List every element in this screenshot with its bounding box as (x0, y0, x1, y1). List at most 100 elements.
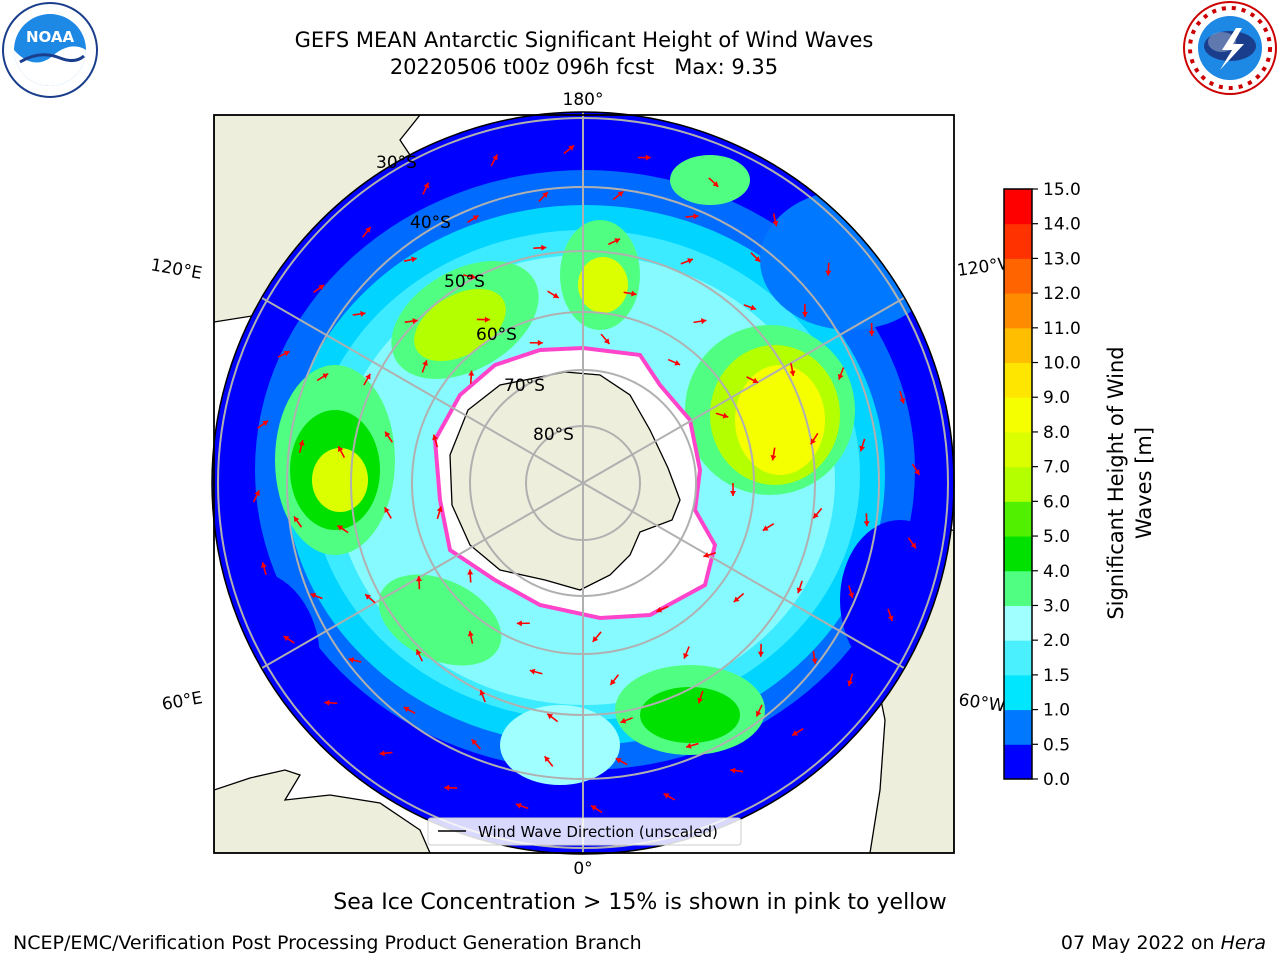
wave-direction-arrowhead (770, 454, 777, 461)
wave-direction-arrowhead (656, 606, 663, 613)
wave-direction-arrowhead (801, 311, 808, 318)
sea-ice-note: Sea Ice Concentration > 15% is shown in … (333, 890, 947, 915)
machine-name: Hera (1220, 932, 1266, 954)
colorbar: 0.0 0.5 1.0 1.5 2.0 3.0 4.0 5.0 6.0 7.0 8.0 9.0 10.0… (1003, 180, 1081, 790)
wave-direction-arrowhead (298, 440, 305, 446)
wave-direction-arrowhead (610, 679, 616, 685)
lat-label-40s: 40°S (410, 213, 451, 233)
wave-direction-arrowhead (603, 338, 610, 345)
colorbar-tick-label: 0.0 (1043, 770, 1070, 790)
colorbar-segment (1004, 640, 1032, 676)
wave-direction-arrowhead (730, 767, 736, 774)
wave-direction-arrowhead (416, 649, 422, 656)
wave-direction-arrowhead (810, 438, 816, 445)
colorbar-tick-label: 12.0 (1043, 284, 1081, 304)
wave-direction-arrowhead (471, 739, 478, 746)
wave-direction-arrowhead (384, 507, 390, 514)
wave-direction-arrowhead (422, 360, 428, 366)
wave-direction-arrowhead (848, 592, 855, 599)
wave-direction-arrowhead (468, 370, 475, 376)
colorbar-tick-label: 1.5 (1043, 666, 1070, 686)
legend-label: Wind Wave Direction (unscaled) (478, 823, 718, 841)
wave-direction-arrowhead (365, 226, 371, 233)
lon-label-60e: 60°E (160, 688, 204, 715)
antarctica (432, 345, 718, 621)
lat-label-30s: 30°S (376, 153, 417, 173)
colorbar-tick-label: 8.0 (1043, 423, 1070, 443)
wave-direction-arrowhead (674, 360, 681, 366)
colorbar-segment (1004, 466, 1032, 502)
wave-direction-arrowhead (348, 657, 355, 664)
wave-direction-arrowhead (733, 596, 740, 602)
wave-direction-arrowhead (730, 491, 736, 496)
wave-direction-arrowhead (436, 506, 443, 513)
chart-subtitle: 20220506 t00z 096h fcst Max: 9.35 (389, 55, 779, 79)
wind-wave-arrows (252, 144, 921, 814)
wave-direction-arrowhead (792, 730, 798, 736)
map-frame (213, 114, 955, 854)
wave-direction-arrowhead (811, 658, 818, 664)
colorbar-segment (1004, 397, 1032, 433)
wave-direction-arrowhead (515, 802, 522, 809)
wave-direction-arrowhead (663, 793, 670, 799)
wave-direction-arrowhead (590, 805, 597, 811)
wave-direction-arrowhead (614, 238, 621, 244)
africa-land (214, 769, 431, 853)
wave-direction-arrowhead (283, 350, 290, 357)
wave-direction-arrowhead (262, 420, 269, 426)
wave-direction-arrowhead (615, 758, 622, 764)
wave-direction-arrowhead (260, 562, 267, 568)
colorbar-segment (1004, 536, 1032, 572)
colorbar-tick-label: 5.0 (1043, 527, 1070, 547)
colorbar-segment (1004, 189, 1032, 225)
noaa-logo-text: NOAA (26, 28, 75, 46)
wave-direction-arrowhead (423, 182, 430, 189)
wave-direction-arrowhead (697, 697, 704, 704)
wave-direction-arrowhead (479, 689, 486, 696)
wave-direction-arrowhead (444, 784, 450, 791)
wave-direction-arrowhead (467, 630, 474, 637)
wave-direction-arrowhead (541, 244, 547, 251)
lon-label-60w: 60°W (957, 690, 1006, 716)
colorbar-tick-label: 3.0 (1043, 596, 1070, 616)
wave-direction-arrowhead (631, 290, 637, 297)
colorbar-label-line1: Significant Height of Wind (1104, 346, 1128, 620)
lon-label-120e: 120°E (149, 255, 203, 284)
wave-direction-arrowhead (899, 397, 906, 404)
nws-logo (1183, 1, 1277, 95)
wave-direction-arrowhead (620, 717, 627, 724)
colorbar-segment (1004, 709, 1032, 745)
date-stamp: 07 May 2022 on Hera (1061, 932, 1266, 954)
colorbar-tick-label: 10.0 (1043, 354, 1081, 374)
wave-direction-arrowhead (863, 521, 870, 527)
wave-direction-arrowhead (544, 756, 551, 763)
colorbar-segment (1004, 501, 1032, 537)
wave-direction-arrowhead (910, 542, 916, 549)
wave-direction-arrowhead (411, 256, 417, 263)
colorbar-segment (1004, 362, 1032, 398)
antarctica-land (449, 371, 681, 591)
wave-direction-arrowhead (772, 220, 779, 227)
wave-direction-arrowhead (337, 446, 344, 452)
wave-direction-arrowhead (516, 620, 522, 627)
wave-direction-arrowhead (847, 680, 854, 687)
wave-direction-arrowhead (416, 576, 423, 582)
date-text: 07 May 2022 on (1060, 932, 1215, 954)
wave-direction-arrowhead (412, 318, 418, 325)
lat-label-60s: 60°S (476, 325, 517, 345)
wave-direction-arrowhead (467, 569, 474, 575)
lat-label-80s: 80°S (533, 425, 574, 445)
wave-direction-arrowhead (703, 552, 710, 558)
map-legend: Wind Wave Direction (unscaled) (427, 817, 742, 846)
colorbar-tick-label: 6.0 (1043, 492, 1070, 512)
wave-direction-arrowhead (360, 310, 366, 317)
colorbar-segment (1004, 605, 1032, 641)
wave-direction-arrowhead (757, 651, 764, 657)
wave-direction-arrowhead (712, 181, 719, 187)
colorbar-segment (1004, 258, 1032, 294)
wave-direction-arrowhead (592, 636, 599, 642)
colorbar-frame (1003, 188, 1033, 780)
wave-direction-arrowhead (552, 292, 559, 298)
wave-direction-arrowhead (645, 154, 651, 161)
